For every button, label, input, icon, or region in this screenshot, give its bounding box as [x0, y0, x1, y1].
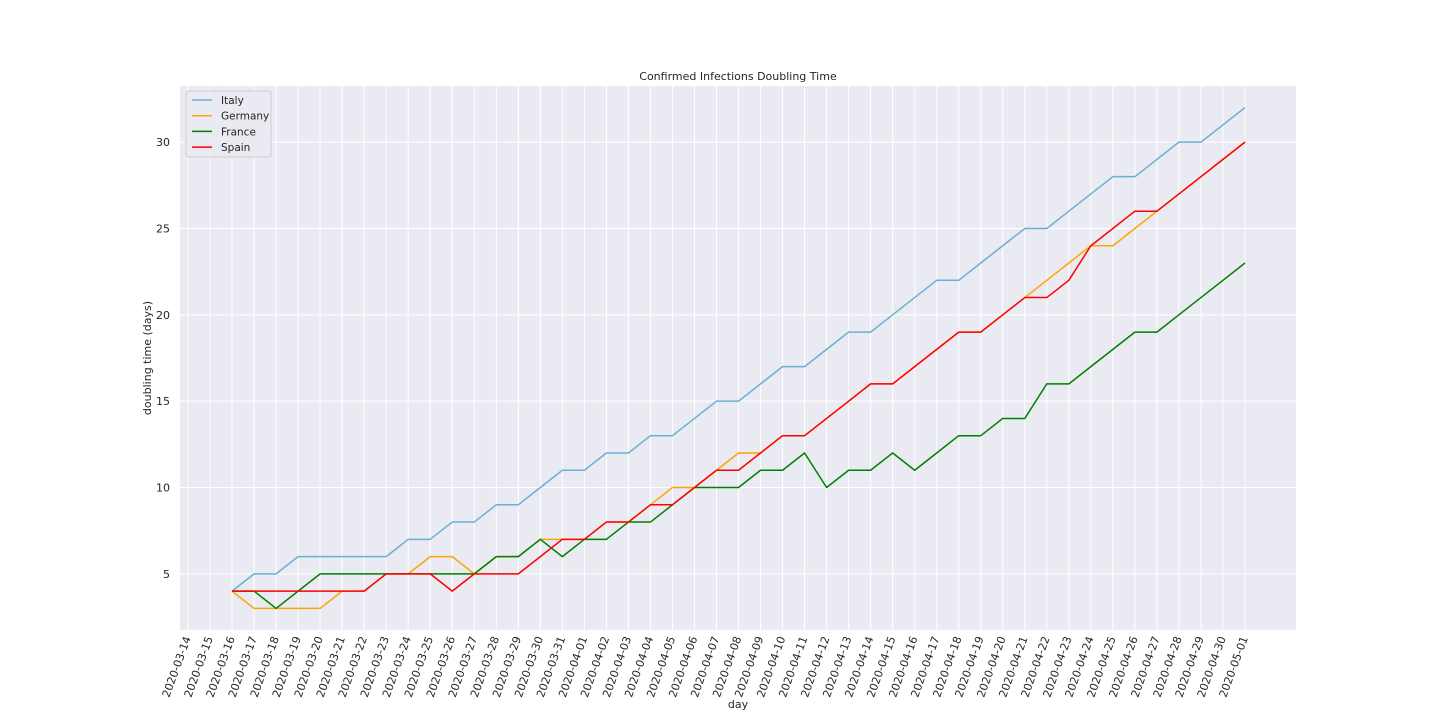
- y-axis-label: doubling time (days): [141, 301, 154, 415]
- y-tick-label: 25: [156, 222, 170, 235]
- series-lines: [231, 106, 1246, 610]
- x-tick-labels: 2020-03-142020-03-152020-03-162020-03-17…: [160, 635, 1251, 700]
- y-tick-label: 5: [163, 568, 170, 581]
- legend-box: [185, 90, 272, 158]
- plot-background: [180, 86, 1296, 630]
- legend: Italy Germany France Spain: [185, 90, 272, 158]
- x-axis-label: day: [728, 698, 749, 711]
- y-tick-label: 10: [156, 482, 170, 495]
- legend-label-germany: Germany: [221, 111, 269, 123]
- series-line-italy: [231, 106, 1246, 592]
- y-tick-label: 30: [156, 136, 170, 149]
- legend-label-spain: Spain: [221, 142, 250, 154]
- legend-entries: Italy Germany France Spain: [192, 95, 269, 154]
- chart-title: Confirmed Infections Doubling Time: [639, 70, 837, 83]
- legend-label-france: France: [221, 126, 256, 138]
- y-tick-label: 20: [156, 309, 170, 322]
- legend-label-italy: Italy: [221, 95, 244, 107]
- y-tick-label: 15: [156, 395, 170, 408]
- series-line-spain: [232, 141, 1246, 592]
- y-tick-labels: 5 10 15 20 25 30: [156, 136, 170, 581]
